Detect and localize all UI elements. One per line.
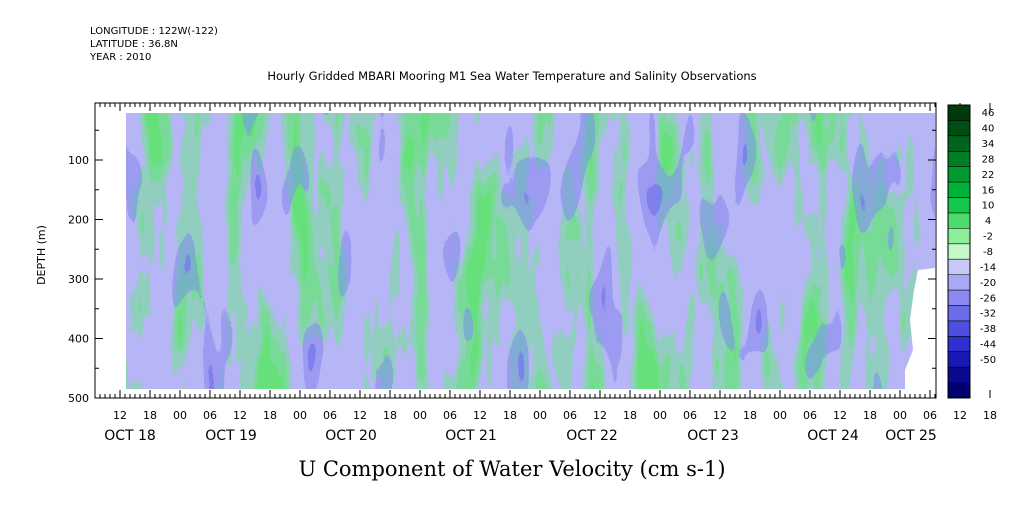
x-hour-label: 18: [743, 409, 757, 422]
colorbar-segment: [948, 274, 970, 291]
colorbar-segment: [948, 228, 970, 245]
colorbar-segment: [948, 320, 970, 337]
colorbar-label: -32: [980, 309, 996, 320]
y-tick-label: 500: [68, 392, 89, 405]
colorbar-frame: [947, 104, 971, 399]
colorbar-label: 4: [985, 216, 991, 227]
x-hour-label: 12: [353, 409, 367, 422]
x-date-label: OCT 20: [325, 428, 377, 444]
longitude-label: LONGITUDE : 122W(-122): [90, 26, 218, 37]
colorbar-label: -38: [980, 324, 996, 335]
x-hour-label: 18: [863, 409, 877, 422]
x-hour-label: 12: [473, 409, 487, 422]
x-hour-label: 18: [143, 409, 157, 422]
colorbar-label: -8: [983, 247, 993, 258]
x-hour-label: 00: [773, 409, 787, 422]
x-hour-label: 00: [413, 409, 427, 422]
x-hour-label: 12: [593, 409, 607, 422]
x-hour-label: 06: [923, 409, 937, 422]
colorbar-label: -26: [980, 293, 996, 304]
x-hour-label: 06: [443, 409, 457, 422]
x-hour-label: 12: [953, 409, 967, 422]
x-hour-label: 12: [113, 409, 127, 422]
x-hour-label: 00: [173, 409, 187, 422]
colorbar-segment: [948, 135, 970, 152]
x-hour-label: 00: [653, 409, 667, 422]
x-hour-label: 00: [293, 409, 307, 422]
x-date-label: OCT 23: [687, 428, 739, 444]
x-date-label: OCT 25: [885, 428, 937, 444]
x-hour-label: 18: [623, 409, 637, 422]
colorbar-label: 40: [982, 124, 995, 135]
x-axis-label: U Component of Water Velocity (cm s-1): [298, 457, 725, 481]
colorbar-label: 34: [982, 139, 995, 150]
x-hour-label: 06: [323, 409, 337, 422]
colorbar-segment: [948, 305, 970, 322]
colorbar-segment: [948, 182, 970, 199]
colorbar-label: 46: [982, 108, 995, 119]
x-hour-label: 18: [503, 409, 517, 422]
latitude-label: LATITUDE : 36.8N: [90, 39, 178, 50]
colorbar-label: -2: [983, 232, 993, 243]
velocity-field: [126, 113, 935, 389]
x-date-label: OCT 22: [566, 428, 618, 444]
colorbar-segment: [948, 212, 970, 229]
colorbar-label: 22: [982, 170, 995, 181]
x-date-label: OCT 24: [807, 428, 859, 444]
colorbar-segment: [948, 259, 970, 276]
x-date-label: OCT 21: [445, 428, 497, 444]
colorbar-segment: [948, 197, 970, 214]
x-hour-label: 06: [803, 409, 817, 422]
x-hour-label: 18: [983, 409, 997, 422]
colorbar-segment: [948, 336, 970, 353]
colorbar-segment: [948, 351, 970, 368]
colorbar-segment: [948, 382, 970, 399]
y-axis: 100 200 300 400 500: [68, 129, 936, 405]
colorbar-segment: [948, 367, 970, 384]
colorbar-segment: [948, 151, 970, 168]
x-hour-label: 12: [233, 409, 247, 422]
y-tick-label: 300: [68, 273, 89, 286]
x-hour-label: 00: [533, 409, 547, 422]
x-date-label: OCT 18: [104, 428, 156, 444]
colorbar-label: -20: [980, 278, 996, 289]
colorbar-label: 28: [982, 154, 995, 165]
colorbar-label: -14: [980, 262, 996, 273]
colorbar: 46 40 34 28 22 16 10 4 -2 -8 -14 -20 -26 -32 -38 -44 -50: [947, 104, 996, 399]
x-axis: 12 18 00 06 12 18 00 06 12 18 00 06 12 18 00 06 12 18 00 06…: [99, 103, 997, 444]
x-hour-label: 06: [563, 409, 577, 422]
x-hour-label: 18: [383, 409, 397, 422]
y-tick-label: 400: [68, 333, 89, 346]
field-background: [126, 113, 935, 389]
colorbar-segment: [948, 290, 970, 306]
colorbar-label: 10: [982, 201, 995, 212]
missing-data-region: [905, 268, 935, 389]
y-tick-label: 100: [68, 154, 89, 167]
x-hour-label: 06: [683, 409, 697, 422]
colorbar-segment: [948, 105, 970, 121]
colorbar-label: 16: [982, 185, 995, 196]
y-tick-label: 200: [68, 214, 89, 227]
year-label: YEAR : 2010: [89, 52, 151, 63]
x-hour-label: 00: [893, 409, 907, 422]
colorbar-segment: [948, 120, 970, 137]
colorbar-label: -44: [980, 340, 996, 351]
chart-title: Hourly Gridded MBARI Mooring M1 Sea Wate…: [267, 69, 756, 83]
x-date-label: OCT 19: [205, 428, 257, 444]
x-hour-label: 12: [713, 409, 727, 422]
colorbar-segment: [948, 166, 970, 183]
x-hour-label: 18: [263, 409, 277, 422]
y-axis-label: DEPTH (m): [35, 225, 48, 285]
colorbar-segment: [948, 243, 970, 260]
colorbar-label: -50: [980, 355, 996, 366]
x-hour-label: 06: [203, 409, 217, 422]
x-hour-label: 12: [833, 409, 847, 422]
